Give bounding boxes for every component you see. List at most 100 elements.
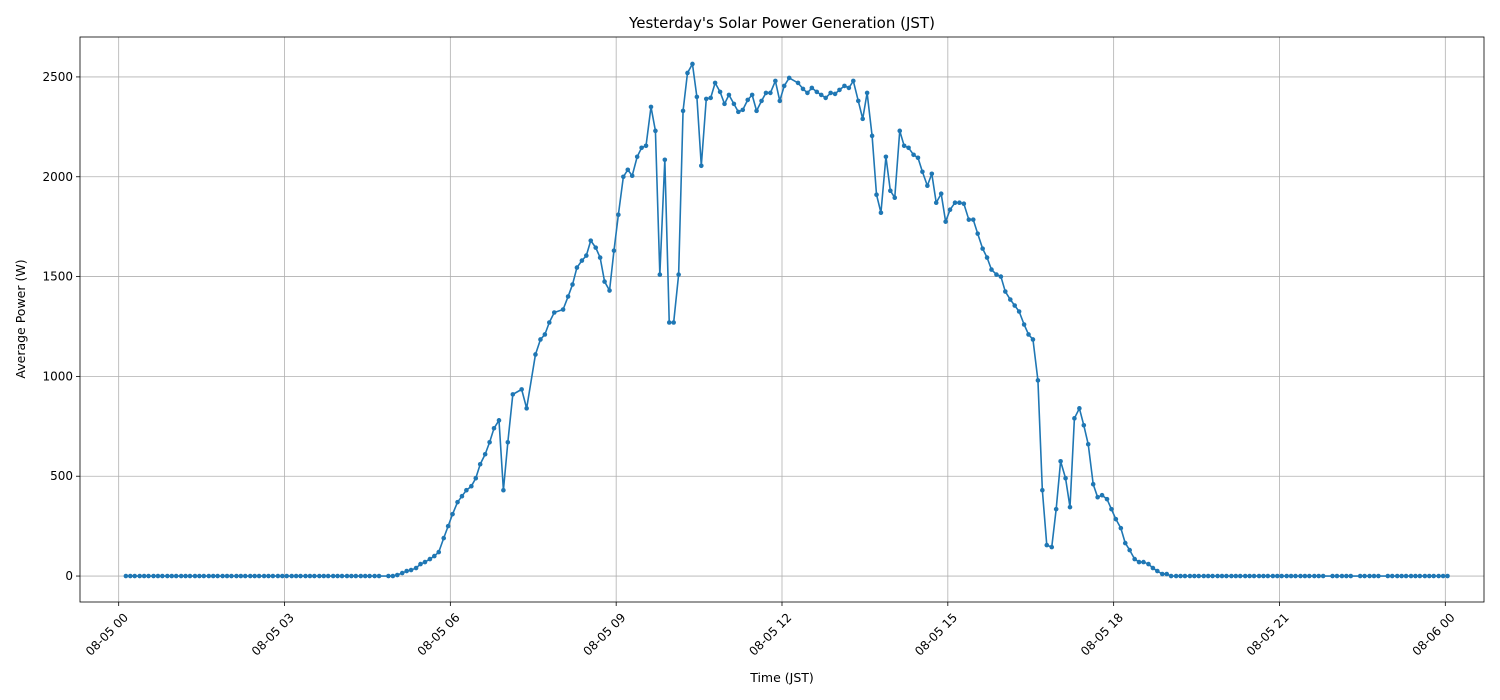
data-point	[1284, 573, 1289, 579]
data-point	[657, 272, 663, 277]
data-point	[1376, 573, 1381, 579]
data-point	[459, 493, 465, 499]
data-point	[408, 567, 414, 573]
data-point	[349, 573, 354, 579]
data-point	[1160, 571, 1165, 577]
series-layer	[123, 61, 1450, 579]
data-point	[1146, 561, 1151, 567]
data-point	[694, 94, 700, 100]
data-point	[321, 573, 327, 579]
data-point	[588, 238, 594, 243]
x-tick-label: 08-05 21	[1244, 610, 1292, 658]
data-point	[455, 499, 460, 505]
data-point	[1072, 416, 1077, 421]
data-point	[339, 573, 345, 579]
data-point	[1178, 573, 1183, 579]
y-tick-label: 1000	[42, 369, 73, 383]
data-point	[814, 89, 820, 95]
data-point	[1247, 573, 1252, 579]
data-point	[736, 109, 741, 115]
series-line	[125, 63, 1448, 577]
data-point	[551, 310, 557, 315]
data-point	[510, 392, 516, 397]
data-point	[399, 570, 405, 576]
data-point	[1164, 571, 1170, 577]
data-point	[998, 274, 1004, 279]
data-point	[1219, 573, 1225, 579]
data-point	[266, 573, 271, 579]
data-point	[477, 461, 483, 467]
data-point	[593, 245, 599, 250]
data-point	[1173, 573, 1179, 579]
data-point	[1399, 573, 1404, 579]
data-point	[178, 573, 184, 579]
data-point	[1040, 487, 1045, 493]
data-point	[842, 83, 847, 89]
data-point	[229, 573, 234, 579]
data-point	[1440, 573, 1446, 579]
data-point	[1288, 573, 1294, 579]
data-point	[469, 483, 474, 489]
data-point	[1265, 573, 1271, 579]
data-point	[1118, 525, 1124, 531]
data-point	[1021, 322, 1027, 327]
data-point	[851, 78, 856, 84]
data-point	[1334, 573, 1340, 579]
data-point	[1316, 573, 1322, 579]
data-point	[1367, 573, 1372, 579]
data-point	[975, 231, 980, 236]
data-point	[238, 573, 244, 579]
data-point	[1385, 573, 1391, 579]
x-tick-label: 08-05 12	[746, 610, 794, 658]
data-point	[1085, 441, 1091, 447]
data-point	[1256, 573, 1262, 579]
data-point	[639, 145, 644, 151]
data-point	[574, 265, 580, 270]
data-point	[892, 195, 898, 201]
data-point	[643, 143, 649, 149]
data-point	[123, 573, 129, 579]
data-point	[1371, 573, 1377, 579]
data-point	[394, 572, 400, 578]
data-point	[911, 152, 916, 158]
data-point	[450, 511, 455, 517]
data-point	[565, 294, 571, 299]
data-point	[1077, 406, 1082, 411]
data-point	[289, 573, 295, 579]
data-point	[1201, 573, 1207, 579]
data-point	[648, 104, 654, 110]
data-point	[671, 320, 676, 325]
data-point	[1053, 506, 1059, 512]
data-point	[1417, 573, 1423, 579]
data-point	[805, 90, 810, 96]
data-point	[726, 92, 732, 98]
data-point	[777, 98, 783, 104]
data-point	[197, 573, 202, 579]
y-tick-label: 0	[65, 569, 73, 583]
data-point	[1141, 559, 1146, 565]
data-point	[234, 573, 239, 579]
data-point	[869, 133, 875, 139]
data-point	[418, 561, 423, 567]
data-point	[616, 212, 621, 217]
data-point	[1362, 573, 1367, 579]
data-point	[192, 573, 198, 579]
data-point	[938, 191, 944, 197]
data-point	[749, 92, 755, 98]
x-tick-label: 08-05 00	[83, 610, 131, 658]
data-point	[1035, 378, 1041, 383]
data-point	[372, 573, 377, 579]
data-point	[823, 95, 828, 101]
data-point	[1344, 573, 1349, 579]
data-point	[519, 387, 524, 392]
data-point	[1016, 309, 1022, 314]
data-point	[864, 90, 870, 96]
data-point	[1215, 573, 1220, 579]
data-point	[832, 91, 838, 97]
data-point	[809, 85, 815, 91]
data-point	[1104, 496, 1110, 502]
data-point	[215, 573, 220, 579]
data-point	[920, 169, 925, 175]
data-point	[1408, 573, 1414, 579]
